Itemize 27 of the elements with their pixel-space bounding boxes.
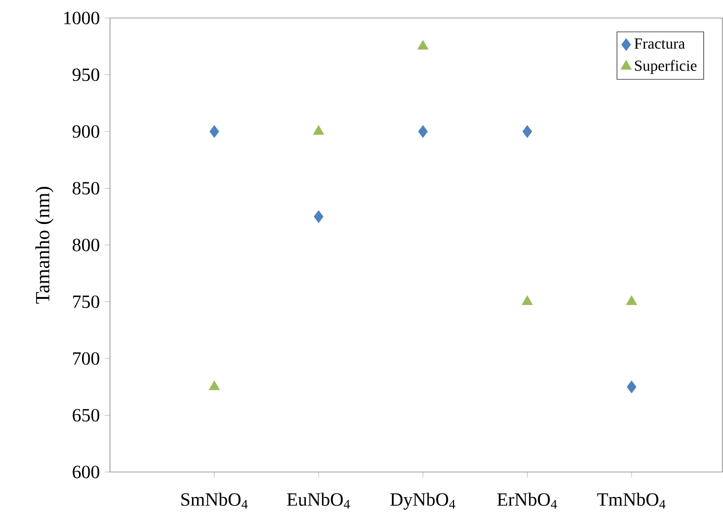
point <box>626 380 636 394</box>
x-tick-label: ErNbO$_{4}$ <box>497 492 557 509</box>
point <box>522 125 532 138</box>
y-axis-title: Tamanho (nm) <box>35 186 54 304</box>
y-tick-label: 900 <box>72 125 100 138</box>
x-tick-label: DyNbO$_{4}$ <box>390 492 456 510</box>
point <box>210 125 220 138</box>
x-tick-label: EuNbO$_{4}$ <box>287 492 350 509</box>
y-tick-label: 700 <box>73 352 100 365</box>
y-tick-label: 650 <box>72 408 100 422</box>
y-tick-label: 950 <box>72 68 100 82</box>
y-tick-label: 1000 <box>64 12 100 24</box>
y-tick-label: 800 <box>72 238 100 252</box>
y-tick-label: 750 <box>73 295 100 308</box>
point <box>418 125 428 138</box>
x-tick-label: SmNbO$_{4}$ <box>181 492 248 509</box>
x-tick-label: TmNbO$_{4}$ <box>597 492 666 509</box>
point <box>417 40 428 50</box>
legend-label: Superficie <box>635 60 697 74</box>
legend-label: Fractura <box>634 38 685 49</box>
y-tick-label: 600 <box>72 466 100 478</box>
point <box>208 380 220 390</box>
point <box>314 210 324 223</box>
point <box>313 125 324 135</box>
y-tick-label: 850 <box>72 182 100 195</box>
point <box>626 295 638 306</box>
point <box>522 295 533 306</box>
